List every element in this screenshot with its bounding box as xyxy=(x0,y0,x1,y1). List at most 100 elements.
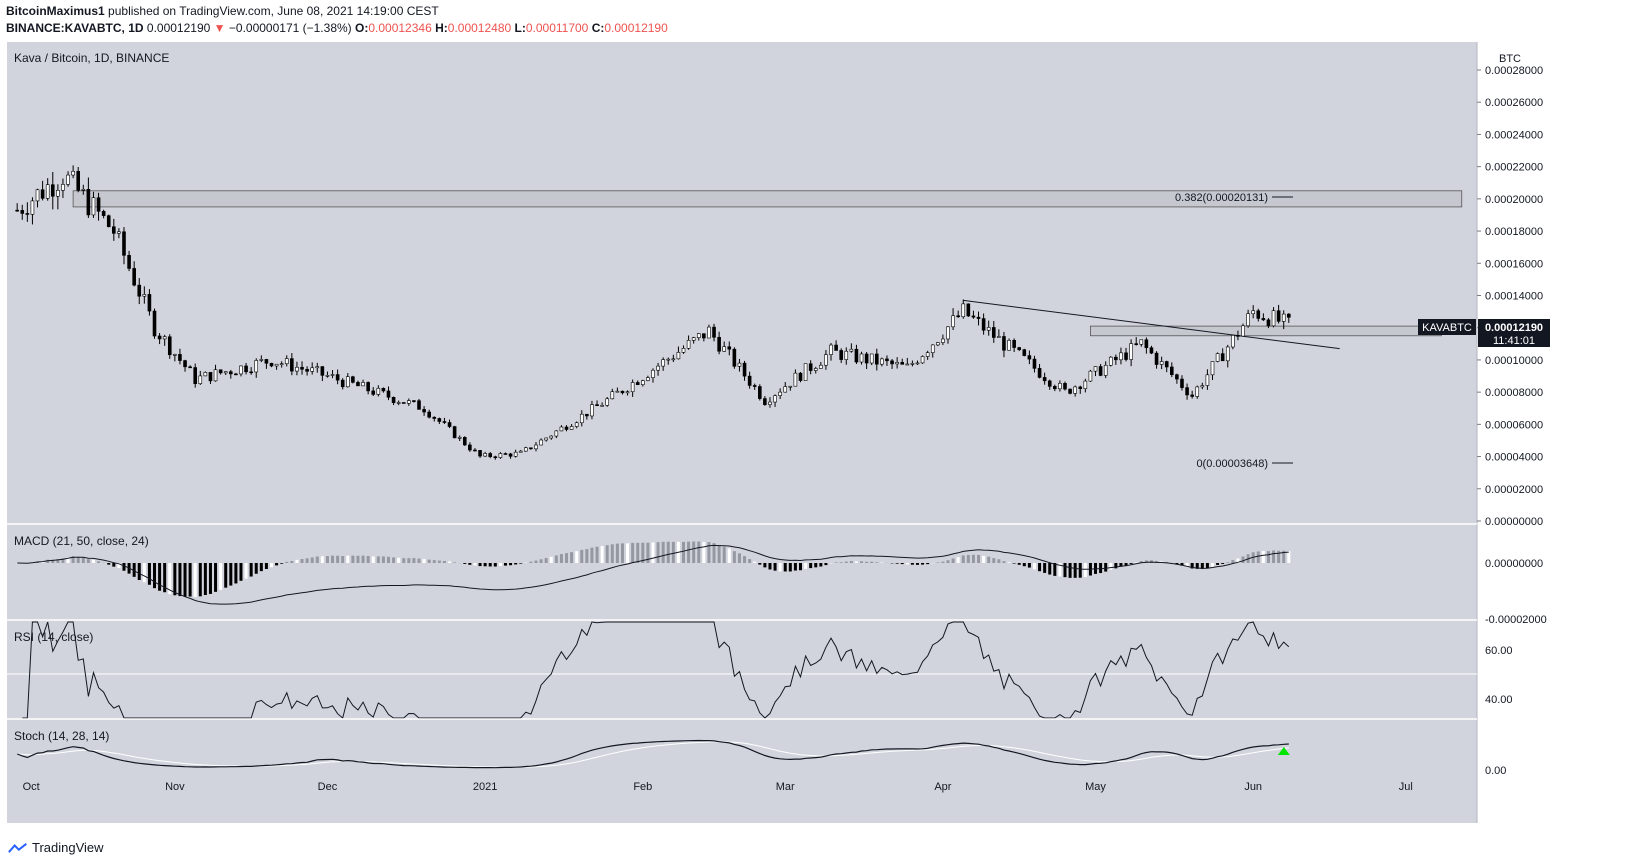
candle[interactable] xyxy=(391,396,396,406)
candle[interactable] xyxy=(1200,382,1205,390)
candle[interactable] xyxy=(284,355,289,367)
candle[interactable] xyxy=(768,397,772,408)
candle[interactable] xyxy=(223,371,228,376)
candle[interactable] xyxy=(1246,309,1250,328)
candle[interactable] xyxy=(183,359,187,372)
candle[interactable] xyxy=(56,184,60,210)
candle[interactable] xyxy=(330,370,335,379)
candle[interactable] xyxy=(859,351,864,365)
candles[interactable] xyxy=(15,165,1291,460)
candle[interactable] xyxy=(229,369,233,379)
candle[interactable] xyxy=(1220,348,1225,362)
resistance-zone[interactable] xyxy=(72,190,1463,208)
candle[interactable] xyxy=(1063,381,1067,391)
candle[interactable] xyxy=(1032,355,1037,373)
candle[interactable] xyxy=(361,379,365,387)
candle[interactable] xyxy=(1007,338,1011,351)
candle[interactable] xyxy=(615,387,620,393)
candle[interactable] xyxy=(101,209,106,219)
candle[interactable] xyxy=(1276,304,1281,324)
candle[interactable] xyxy=(630,379,635,397)
candle[interactable] xyxy=(1251,305,1255,319)
candle[interactable] xyxy=(1012,338,1016,353)
candle[interactable] xyxy=(315,362,320,373)
candle[interactable] xyxy=(1149,345,1154,355)
candle[interactable] xyxy=(468,442,472,452)
candle[interactable] xyxy=(117,228,121,239)
candle[interactable] xyxy=(1266,318,1271,329)
candle[interactable] xyxy=(71,165,75,179)
candle[interactable] xyxy=(524,446,528,452)
candle[interactable] xyxy=(407,398,411,406)
candle[interactable] xyxy=(122,227,126,265)
candle[interactable] xyxy=(432,416,437,422)
candle[interactable] xyxy=(76,166,81,193)
candle[interactable] xyxy=(1159,356,1164,370)
candle[interactable] xyxy=(976,311,981,326)
candle[interactable] xyxy=(920,355,925,364)
candle[interactable] xyxy=(1256,308,1261,322)
candle[interactable] xyxy=(544,437,548,442)
candle[interactable] xyxy=(569,424,574,430)
candle[interactable] xyxy=(819,362,823,369)
candle[interactable] xyxy=(96,192,101,221)
candle[interactable] xyxy=(1083,378,1088,393)
candle[interactable] xyxy=(905,357,910,366)
candle[interactable] xyxy=(173,353,177,362)
candle[interactable] xyxy=(279,361,284,368)
candle[interactable] xyxy=(788,385,793,391)
chart-canvas[interactable]: Kava / Bitcoin, 1D, BINANCE BTC MACD (21… xyxy=(0,42,1627,837)
candle[interactable] xyxy=(234,372,238,376)
candle[interactable] xyxy=(15,203,19,212)
candle[interactable] xyxy=(45,178,50,201)
candle[interactable] xyxy=(936,342,940,347)
candle[interactable] xyxy=(351,375,355,384)
candle[interactable] xyxy=(91,191,96,218)
candle[interactable] xyxy=(213,364,218,382)
candle[interactable] xyxy=(40,180,45,201)
candle[interactable] xyxy=(1231,334,1235,350)
candle[interactable] xyxy=(325,371,330,378)
candle[interactable] xyxy=(167,334,172,359)
candle[interactable] xyxy=(401,402,406,404)
candle[interactable] xyxy=(971,310,976,319)
candle[interactable] xyxy=(381,387,386,393)
candle[interactable] xyxy=(930,344,935,358)
candle[interactable] xyxy=(1139,339,1144,347)
candle[interactable] xyxy=(473,448,477,452)
candle[interactable] xyxy=(1134,337,1139,346)
candle[interactable] xyxy=(1114,354,1118,365)
candle[interactable] xyxy=(1002,331,1006,358)
candle[interactable] xyxy=(137,278,142,305)
candle[interactable] xyxy=(590,400,594,420)
candle[interactable] xyxy=(798,372,803,383)
candle[interactable] xyxy=(549,435,554,440)
candle[interactable] xyxy=(498,452,503,459)
candle[interactable] xyxy=(1037,364,1042,379)
candle[interactable] xyxy=(844,347,849,365)
candle[interactable] xyxy=(681,345,686,354)
candle[interactable] xyxy=(1190,390,1194,399)
candle[interactable] xyxy=(635,380,640,386)
candle[interactable] xyxy=(1027,350,1032,365)
candle[interactable] xyxy=(1215,352,1220,363)
candle[interactable] xyxy=(366,381,370,395)
stoch-pane[interactable] xyxy=(16,739,1290,769)
candle[interactable] xyxy=(808,360,813,375)
candle[interactable] xyxy=(534,442,538,452)
candle[interactable] xyxy=(152,308,157,339)
candle[interactable] xyxy=(925,350,930,360)
candle[interactable] xyxy=(1108,356,1113,367)
candle[interactable] xyxy=(1175,373,1179,384)
candle[interactable] xyxy=(1154,351,1159,369)
candle[interactable] xyxy=(147,289,152,316)
candle[interactable] xyxy=(941,334,945,346)
candle[interactable] xyxy=(66,171,70,187)
candle[interactable] xyxy=(966,303,971,317)
candle[interactable] xyxy=(310,362,314,375)
candle[interactable] xyxy=(691,336,696,344)
candle[interactable] xyxy=(20,204,25,220)
candle[interactable] xyxy=(737,358,742,372)
candle[interactable] xyxy=(1053,384,1057,392)
candle[interactable] xyxy=(193,363,198,388)
